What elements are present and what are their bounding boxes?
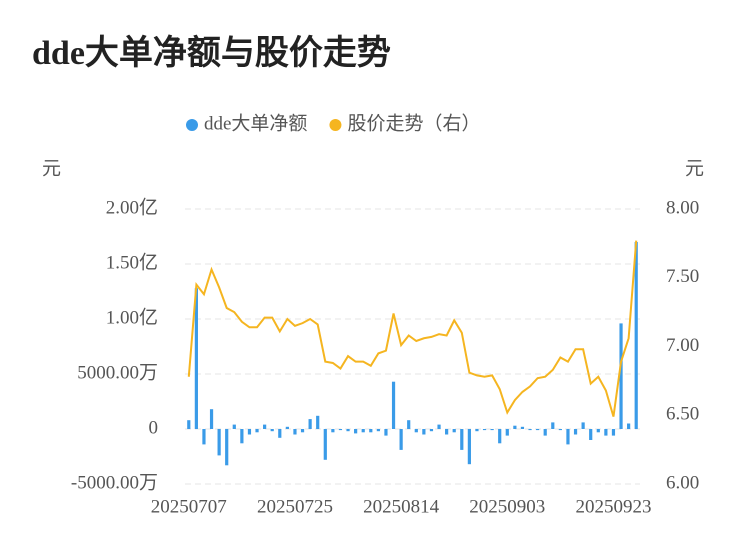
bar [528,429,532,431]
bar [536,429,540,431]
bar [384,429,388,436]
bar [581,422,585,429]
legend-marker [186,119,198,131]
bar [278,429,282,438]
bar [573,429,578,435]
bar [300,429,305,433]
price-line [187,240,638,417]
bar [399,429,403,450]
bar [445,429,449,435]
legend-label: dde大单净额 [204,112,307,134]
bar [187,420,191,429]
bar [308,419,312,429]
bar [217,429,221,456]
bar [619,323,623,429]
y2-tick-label: 7.00 [666,335,699,356]
y-axis-label: 元 [42,158,61,179]
bar [255,429,259,433]
bar [202,429,206,445]
bar [498,429,502,444]
bar [232,424,236,429]
bar [543,429,547,436]
bar [475,429,479,432]
bar [505,429,509,436]
y2-tick-label: 6.00 [666,472,699,493]
legend-marker [329,119,342,131]
bar [346,429,350,432]
bar [513,425,517,429]
bar [429,429,434,432]
bar [293,429,297,435]
bar [634,242,638,429]
y2-axis-label: 元 [685,158,704,179]
bar [407,420,411,429]
bar [589,429,593,440]
bar [361,429,365,433]
bar [596,429,600,433]
y2-tick-label: 7.50 [666,266,699,287]
bar [460,429,464,450]
y-tick-label: 0 [149,417,159,438]
bar [263,424,267,429]
bar [551,422,555,429]
bar [490,429,494,431]
y2-tick-label: 8.00 [666,197,699,218]
bar [209,409,214,429]
bar [323,429,327,460]
bar [225,429,229,466]
bar [482,429,487,431]
x-tick-label: 20250814 [363,496,440,517]
bar [437,424,441,429]
bar [566,429,570,445]
bar [422,429,426,435]
bar [611,429,616,436]
x-tick-label: 20250903 [469,496,545,517]
bar [627,423,631,429]
y-tick-label: -5000.00万 [71,472,158,493]
y-tick-label: 2.00亿 [106,196,158,218]
bar [247,429,252,435]
bar [270,429,274,432]
chart-title: dde大单净额与股价走势 [32,34,391,72]
x-tick-label: 20250923 [575,496,651,517]
bar [194,288,198,429]
bar [285,426,289,429]
bar [354,429,358,434]
y-tick-label: 5000.00万 [77,362,158,383]
bar [452,429,456,433]
bar [338,429,343,431]
bar [331,429,335,433]
legend-label: 股价走势（右） [347,112,480,134]
bar [467,429,471,465]
y2-tick-label: 6.50 [666,404,699,425]
bar [391,381,396,429]
bar [604,429,608,436]
bar [240,429,244,444]
bar [520,426,525,429]
bar [558,429,562,431]
bar [369,429,373,433]
y-tick-label: 1.50亿 [106,251,158,273]
bar [414,429,418,433]
x-tick-label: 20250725 [257,496,333,517]
x-tick-label: 20250707 [151,496,227,517]
bar [376,429,380,432]
bar [316,415,320,429]
y-tick-label: 1.00亿 [106,306,158,328]
